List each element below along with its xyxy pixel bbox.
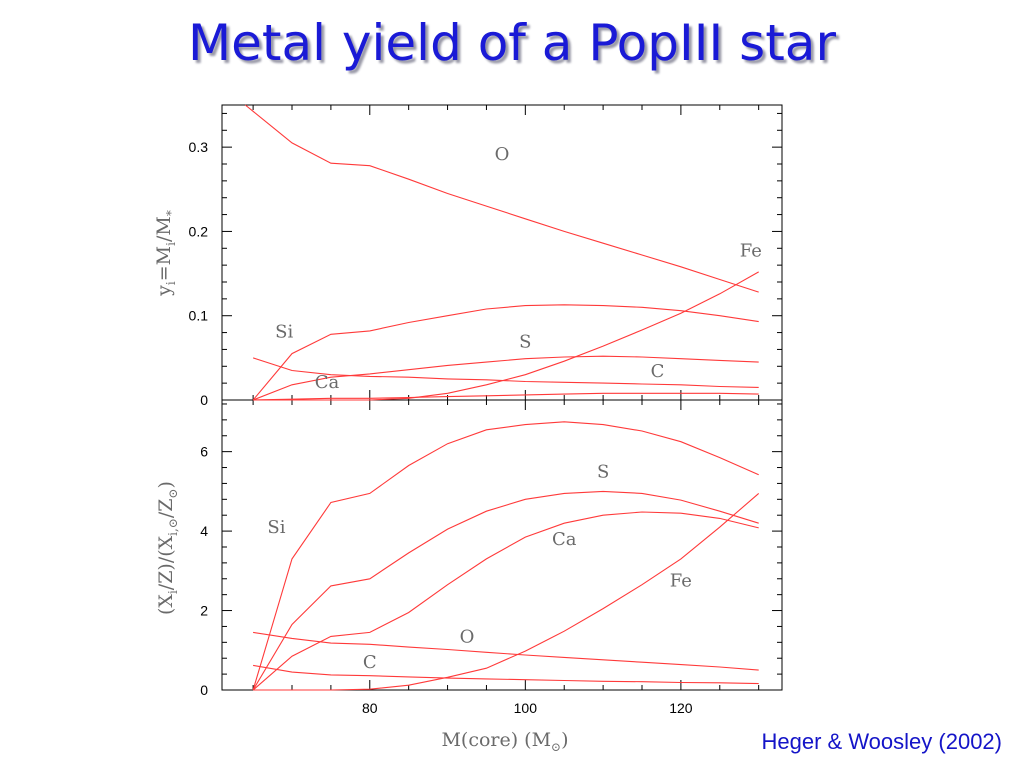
labels-layer: O Fe Si S C Ca S Si Ca Fe O C	[267, 144, 762, 673]
series-label-bottom-c: C	[363, 652, 377, 673]
series-line-bottom-o	[253, 631, 759, 671]
series-line-bottom-s	[252, 490, 759, 691]
bottom-panel-frame	[221, 399, 783, 691]
series-line-top-o	[244, 104, 759, 293]
series-line-bottom-si	[252, 421, 759, 691]
series-label-bottom-fe: Fe	[670, 571, 692, 592]
y-tick-label: 0.1	[189, 308, 209, 324]
xlabel: M(core) (M⊙)	[441, 729, 568, 754]
series-line-top-c	[252, 357, 759, 388]
series-label-top-o: O	[495, 144, 510, 165]
series-line-top-ca	[253, 392, 759, 401]
series-line-top-fe	[253, 271, 759, 401]
series-label-top-s: S	[519, 332, 531, 353]
series-label-bottom-si: Si	[267, 517, 285, 538]
series-line-top-si	[252, 304, 759, 401]
series-line-bottom-ca	[252, 511, 759, 691]
y-tick-label: 2	[200, 603, 208, 619]
y-tick-label: 0	[200, 392, 208, 408]
y-tick-label: 4	[200, 523, 208, 539]
top-ylabel: yi=Mi/M*	[153, 210, 178, 297]
citation-caption: Heger & Woosley (2002)	[761, 729, 1003, 754]
x-tick-label: 100	[514, 700, 538, 716]
series-label-bottom-o: O	[460, 626, 475, 647]
y-tick-label: 0	[200, 682, 208, 698]
series-label-bottom-ca: Ca	[552, 529, 577, 550]
series-label-top-si: Si	[275, 322, 293, 343]
y-tick-label: 0.2	[189, 223, 209, 239]
series-label-top-ca: Ca	[315, 372, 340, 393]
lines-layer	[244, 104, 760, 691]
series-line-bottom-c	[253, 664, 759, 685]
series-line-top-s	[252, 355, 759, 401]
y-tick-label: 0.3	[189, 139, 209, 155]
bottom-ylabel: (Xi/Z)/(Xi,⊙/Z⊙)	[155, 481, 180, 615]
series-line-bottom-fe	[253, 492, 760, 691]
x-tick-label: 80	[362, 700, 378, 716]
y-tick-label: 6	[200, 444, 208, 460]
ticks-layer: 0 0.1 0.2 0.3 0 2 4 6 80 100 120	[189, 105, 782, 716]
series-label-top-fe: Fe	[740, 241, 762, 262]
series-label-bottom-s: S	[597, 461, 609, 482]
series-label-top-c: C	[651, 361, 665, 382]
x-tick-label: 120	[669, 700, 693, 716]
slide-title: Metal yield of a PopIII star	[188, 14, 836, 72]
